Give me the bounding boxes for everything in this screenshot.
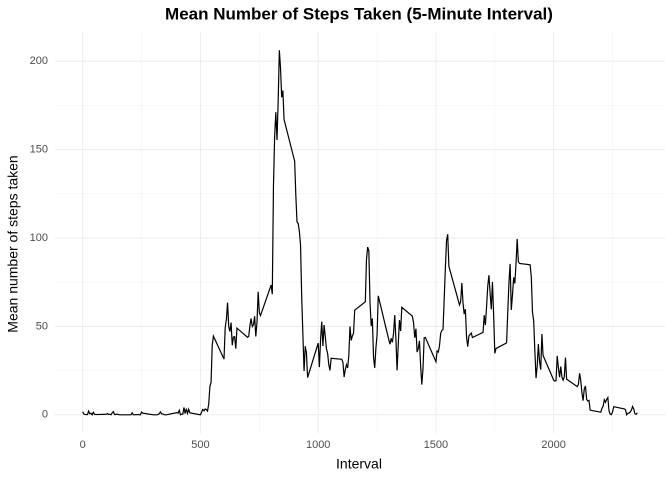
x-tick-label: 1000 (306, 439, 330, 451)
x-tick-label: 500 (191, 439, 209, 451)
y-axis-title: Mean number of steps taken (5, 155, 21, 332)
y-tick-label: 0 (42, 409, 48, 421)
y-tick-label: 100 (30, 232, 48, 244)
y-tick-label: 150 (30, 143, 48, 155)
y-tick-label: 200 (30, 55, 48, 67)
x-tick-label: 2000 (541, 439, 565, 451)
y-tick-label: 50 (36, 320, 48, 332)
x-tick-label: 0 (80, 439, 86, 451)
chart-title: Mean Number of Steps Taken (5-Minute Int… (165, 4, 553, 23)
x-axis-title: Interval (336, 456, 382, 472)
x-tick-label: 1500 (424, 439, 448, 451)
line (82, 50, 638, 417)
